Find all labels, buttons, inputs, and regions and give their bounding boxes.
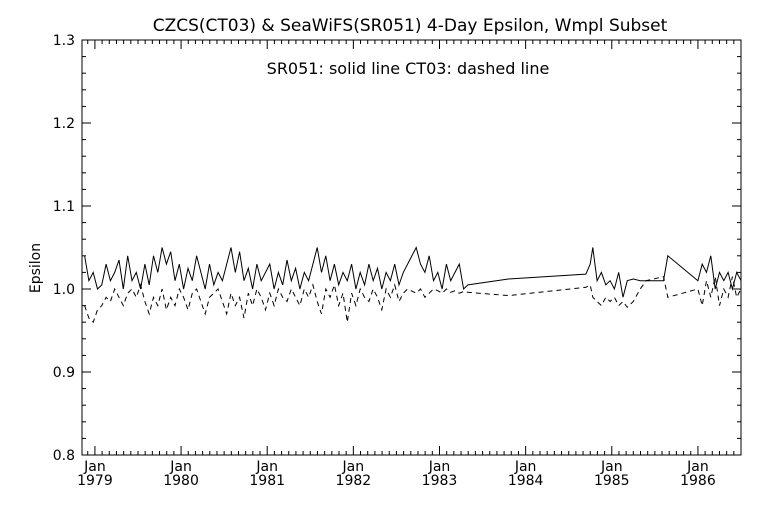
x-tick-year: 1985	[594, 473, 630, 489]
x-tick-month: Jan	[342, 459, 365, 475]
x-tick-year: 1983	[422, 473, 458, 489]
x-tick-month: Jan	[255, 459, 278, 475]
series-ct03-line	[84, 275, 742, 324]
x-tick-month: Jan	[83, 459, 106, 475]
y-tick-label: 1.1	[53, 199, 75, 215]
y-axis-label: Epsilon	[28, 243, 44, 293]
x-tick-month: Jan	[428, 459, 451, 475]
x-tick-year: 1984	[508, 473, 544, 489]
axes: 0.80.91.01.11.21.3Jan1979Jan1980Jan1981J…	[53, 33, 741, 489]
y-tick-label: 1.3	[53, 33, 75, 49]
x-tick-month: Jan	[169, 459, 192, 475]
plot-frame	[81, 39, 742, 456]
x-tick-year: 1980	[163, 473, 199, 489]
x-tick-month: Jan	[514, 459, 537, 475]
x-tick-year: 1982	[336, 473, 372, 489]
x-tick-year: 1979	[77, 473, 113, 489]
x-tick-month: Jan	[600, 459, 623, 475]
y-tick-label: 0.9	[53, 365, 75, 381]
x-tick-year: 1986	[680, 473, 716, 489]
series-sr051-line	[84, 246, 742, 298]
y-tick-label: 1.2	[53, 116, 75, 132]
y-tick-label: 0.8	[53, 448, 75, 464]
chart-title: CZCS(CT03) & SeaWiFS(SR051) 4-Day Epsilo…	[153, 16, 668, 36]
y-tick-label: 1.0	[53, 282, 75, 298]
series-layer	[84, 246, 742, 324]
series-style-note: SR051: solid line CT03: dashed line	[267, 59, 550, 78]
x-tick-year: 1981	[249, 473, 285, 489]
x-tick-month: Jan	[686, 459, 709, 475]
